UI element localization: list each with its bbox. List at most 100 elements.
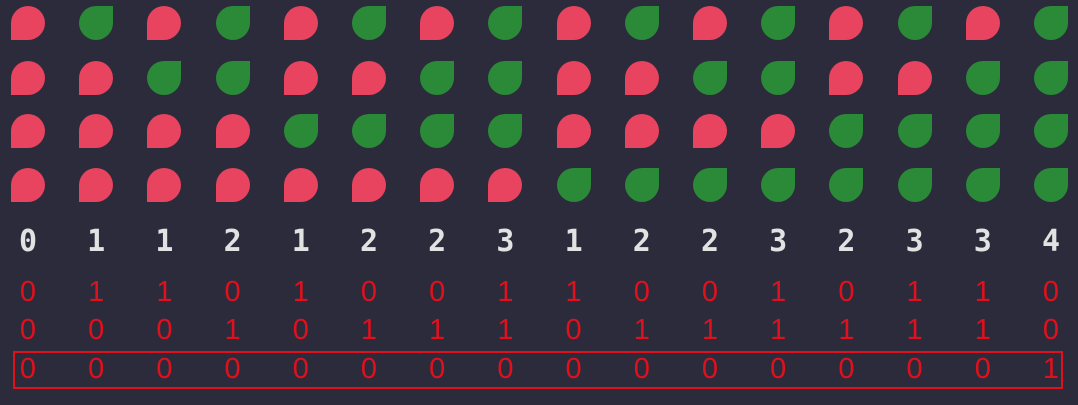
- bit-value: 0: [701, 353, 719, 385]
- green-leaf-icon: [215, 6, 250, 40]
- green-leaf-icon: [897, 168, 932, 202]
- bit-value: 1: [974, 314, 991, 346]
- green-leaf-icon: [352, 6, 386, 40]
- red-drop-icon: [488, 168, 523, 202]
- bit-value: 0: [292, 353, 309, 385]
- bit-value: 1: [224, 314, 241, 346]
- count-label: 3: [496, 224, 515, 259]
- count-label: 0: [18, 224, 38, 259]
- red-drop-icon: [11, 6, 45, 40]
- green-leaf-icon: [624, 168, 659, 202]
- red-drop-icon: [283, 168, 318, 202]
- bit-value: 1: [429, 314, 446, 346]
- red-drop-icon: [215, 114, 250, 148]
- bit-value: 0: [224, 353, 241, 385]
- red-drop-icon: [420, 6, 455, 40]
- red-drop-icon: [556, 61, 591, 95]
- bit-value: 0: [497, 353, 514, 385]
- red-drop-icon: [11, 168, 45, 202]
- bit-value: 0: [701, 276, 719, 308]
- bit-value: 0: [224, 276, 241, 308]
- bit-value: 1: [838, 314, 855, 346]
- bit-value: 0: [1042, 314, 1060, 346]
- red-drop-icon: [79, 114, 114, 148]
- bit-value: 1: [88, 276, 105, 308]
- count-label: 3: [973, 224, 992, 259]
- green-leaf-icon: [488, 61, 523, 95]
- bit-value: 0: [19, 353, 37, 385]
- bit-value: 1: [360, 314, 378, 346]
- bit-value: 1: [633, 314, 650, 346]
- bit-value: 1: [906, 314, 923, 346]
- bit-value: 1: [1042, 353, 1060, 385]
- count-label: 2: [632, 224, 651, 259]
- count-label: 2: [359, 224, 379, 259]
- red-drop-icon: [897, 61, 932, 95]
- bit-value: 0: [429, 353, 446, 385]
- green-leaf-icon: [897, 6, 932, 40]
- red-drop-icon: [147, 6, 182, 40]
- green-leaf-icon: [829, 114, 864, 148]
- count-label: 3: [905, 224, 924, 259]
- green-leaf-icon: [352, 114, 386, 148]
- bit-value: 0: [633, 353, 650, 385]
- bit-value: 0: [838, 353, 855, 385]
- green-leaf-icon: [965, 114, 1000, 148]
- bit-value: 0: [360, 276, 378, 308]
- green-leaf-icon: [1034, 6, 1068, 40]
- bit-value: 0: [565, 353, 582, 385]
- bit-value: 1: [701, 314, 719, 346]
- red-drop-icon: [11, 61, 45, 95]
- bit-value: 0: [770, 353, 787, 385]
- bit-value: 1: [770, 314, 787, 346]
- bit-value: 0: [19, 276, 37, 308]
- count-label: 1: [87, 224, 106, 259]
- bit-value: 0: [838, 276, 855, 308]
- count-label: 2: [428, 224, 447, 259]
- bit-value: 0: [565, 314, 582, 346]
- red-drop-icon: [761, 114, 796, 148]
- green-leaf-icon: [488, 114, 523, 148]
- count-label: 4: [1041, 224, 1061, 259]
- green-leaf-icon: [693, 61, 727, 95]
- bit-value: 0: [1042, 276, 1060, 308]
- green-leaf-icon: [420, 61, 455, 95]
- green-leaf-icon: [761, 6, 796, 40]
- bit-value: 1: [770, 276, 787, 308]
- count-label: 1: [155, 224, 174, 259]
- red-drop-icon: [147, 114, 182, 148]
- red-drop-icon: [829, 61, 864, 95]
- green-leaf-icon: [1034, 61, 1068, 95]
- green-leaf-icon: [420, 114, 455, 148]
- bit-value: 0: [88, 353, 105, 385]
- green-leaf-icon: [693, 168, 727, 202]
- red-drop-icon: [79, 61, 114, 95]
- bit-value: 0: [974, 353, 991, 385]
- bit-value: 0: [429, 276, 446, 308]
- green-leaf-icon: [761, 61, 796, 95]
- bit-value: 1: [497, 314, 514, 346]
- bit-value: 0: [633, 276, 650, 308]
- count-label: 1: [291, 224, 310, 259]
- bit-value: 1: [292, 276, 309, 308]
- count-label: 3: [769, 224, 788, 259]
- bit-value: 0: [906, 353, 923, 385]
- count-label: 2: [700, 224, 720, 259]
- bit-value: 1: [497, 276, 514, 308]
- red-drop-icon: [420, 168, 455, 202]
- red-drop-icon: [11, 114, 45, 148]
- green-leaf-icon: [79, 6, 114, 40]
- bit-value: 1: [565, 276, 582, 308]
- red-drop-icon: [147, 168, 182, 202]
- green-leaf-icon: [829, 168, 864, 202]
- count-label: 2: [223, 224, 242, 259]
- green-leaf-icon: [1034, 114, 1068, 148]
- bit-value: 0: [292, 314, 309, 346]
- bit-value: 0: [156, 314, 173, 346]
- red-drop-icon: [556, 6, 591, 40]
- red-drop-icon: [352, 168, 386, 202]
- bit-value: 1: [156, 276, 173, 308]
- green-leaf-icon: [215, 61, 250, 95]
- green-leaf-icon: [283, 114, 318, 148]
- red-drop-icon: [693, 6, 727, 40]
